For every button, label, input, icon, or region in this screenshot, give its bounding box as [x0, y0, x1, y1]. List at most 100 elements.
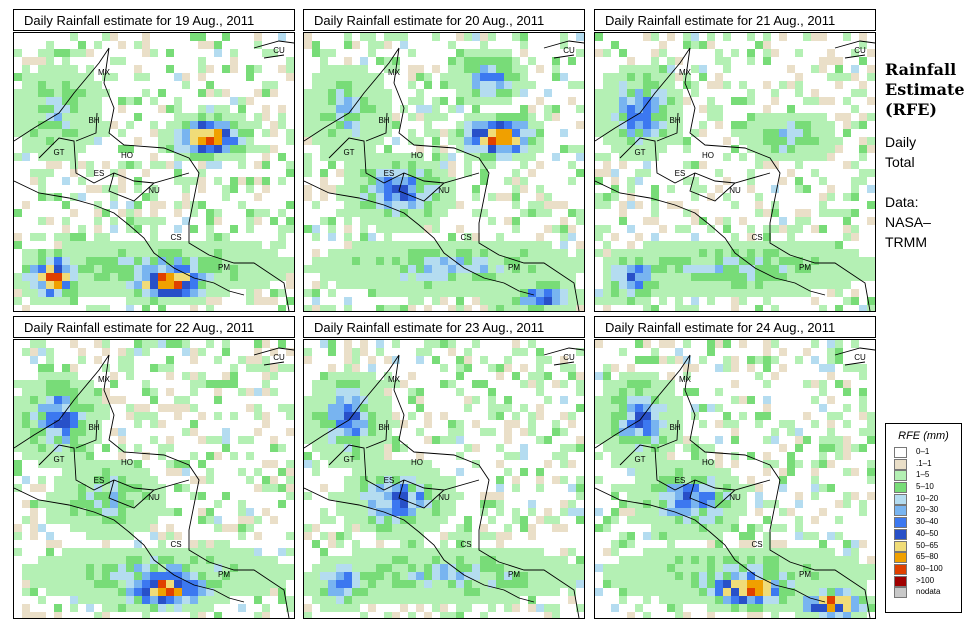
country-label: PM: [799, 570, 811, 579]
legend-item: 30–40: [894, 516, 961, 529]
cuba-coastline: [543, 40, 584, 59]
country-label: GT: [634, 455, 645, 464]
legend-item: 0–1: [894, 446, 961, 458]
country-label: GT: [343, 148, 354, 157]
legend-item: 50–65: [894, 540, 961, 552]
legend-swatch: [894, 482, 907, 494]
country-label: CU: [563, 46, 575, 55]
country-label: CS: [460, 233, 471, 242]
panel-title: Daily Rainfall estimate for 22 Aug., 201…: [13, 316, 295, 338]
country-label: PM: [508, 263, 520, 272]
legend-label: 30–40: [916, 517, 939, 527]
map-panel: Daily Rainfall estimate for 23 Aug., 201…: [303, 316, 585, 619]
legend-swatch: [894, 528, 907, 540]
legend-item: 10–20: [894, 493, 961, 505]
legend-item: 80–100: [894, 563, 961, 575]
country-label: HO: [121, 458, 133, 467]
country-label: ES: [94, 476, 105, 485]
country-borders: [304, 47, 580, 311]
country-label: HO: [411, 151, 423, 160]
country-label: PM: [218, 263, 230, 272]
legend-item: .1–1: [894, 458, 961, 470]
country-label: NU: [148, 186, 160, 195]
map-panel: Daily Rainfall estimate for 24 Aug., 201…: [594, 316, 876, 619]
legend-swatch: [894, 517, 907, 529]
map-panel: Daily Rainfall estimate for 21 Aug., 201…: [594, 9, 876, 312]
country-label: MX: [388, 68, 401, 77]
panel-title: Daily Rainfall estimate for 24 Aug., 201…: [594, 316, 876, 338]
country-borders: [304, 354, 580, 618]
rainfall-map: MX BH GT HO ES NU CS PM CU: [594, 339, 876, 619]
map-panel: Daily Rainfall estimate for 19 Aug., 201…: [13, 9, 295, 312]
legend-label: 80–100: [916, 563, 943, 573]
country-label: CU: [563, 353, 575, 362]
country-label: GT: [343, 455, 354, 464]
country-label: ES: [675, 476, 686, 485]
country-label: ES: [675, 169, 686, 178]
country-label: ES: [384, 476, 395, 485]
cuba-coastline: [834, 40, 875, 59]
source-line: Data:: [885, 194, 919, 210]
country-label: BH: [88, 116, 99, 125]
legend-label: 20–30: [916, 505, 939, 515]
map-panel: Daily Rainfall estimate for 22 Aug., 201…: [13, 316, 295, 619]
title-line: Rainfall: [885, 60, 957, 79]
country-label: BH: [378, 423, 389, 432]
country-label: CU: [854, 46, 866, 55]
legend-item: 1–5: [894, 469, 961, 482]
cuba-coastline: [834, 347, 875, 366]
legend-item: >100: [894, 575, 961, 587]
map-canvas: MX BH GT HO ES NU CS PM CU: [14, 340, 294, 618]
legend-item: 40–50: [894, 528, 961, 540]
country-label: GT: [53, 455, 64, 464]
rainfall-map: MX BH GT HO ES NU CS PM CU: [303, 339, 585, 619]
country-label: GT: [634, 148, 645, 157]
country-borders: [14, 354, 290, 618]
country-label: HO: [702, 151, 714, 160]
title-line: Estimate: [885, 80, 965, 99]
legend-title: RFE (mm): [898, 430, 949, 442]
panel-title: Daily Rainfall estimate for 21 Aug., 201…: [594, 9, 876, 31]
country-label: MX: [98, 68, 111, 77]
legend-item: nodata: [894, 586, 961, 599]
country-label: CU: [854, 353, 866, 362]
cuba-coastline: [543, 347, 584, 366]
legend-label: 1–5: [916, 470, 930, 480]
legend-swatch: [894, 505, 907, 517]
legend-item: 20–30: [894, 504, 961, 517]
rainfall-map: MX BH GT HO ES NU CS PM CU: [594, 32, 876, 312]
legend-label: 50–65: [916, 540, 939, 550]
rainfall-map: MX BH GT HO ES NU CS PM CU: [13, 32, 295, 312]
period-line: Daily: [885, 134, 917, 150]
country-label: BH: [669, 116, 680, 125]
source-line: NASA–: [885, 214, 931, 230]
panel-title: Daily Rainfall estimate for 20 Aug., 201…: [303, 9, 585, 31]
country-label: MX: [388, 375, 401, 384]
legend-label: 0–1: [916, 447, 930, 456]
period-label: Daily Total: [885, 132, 916, 172]
rainfall-legend: RFE (mm) 0–1 .1–1 1–5 5–10 10–20 20–30 30–40 40…: [885, 423, 962, 613]
legend-item: 5–10: [894, 481, 961, 494]
country-label: MX: [98, 375, 111, 384]
legend-swatch: [894, 493, 907, 505]
country-label: ES: [384, 169, 395, 178]
country-borders: [595, 354, 871, 618]
country-label: NU: [438, 493, 450, 502]
panel-title: Daily Rainfall estimate for 23 Aug., 201…: [303, 316, 585, 338]
country-label: CS: [751, 540, 762, 549]
country-label: MX: [679, 68, 692, 77]
legend-swatch: [894, 563, 907, 575]
country-label: NU: [729, 493, 741, 502]
legend-swatch: [894, 575, 907, 587]
country-label: NU: [438, 186, 450, 195]
country-label: CS: [170, 233, 181, 242]
country-label: HO: [702, 458, 714, 467]
legend-label: nodata: [916, 587, 941, 597]
map-canvas: MX BH GT HO ES NU CS PM CU: [14, 33, 294, 311]
map-canvas: MX BH GT HO ES NU CS PM CU: [595, 340, 875, 618]
country-borders: [14, 47, 290, 311]
title-line: (RFE): [885, 100, 937, 119]
country-label: HO: [411, 458, 423, 467]
legend-label: 65–80: [916, 552, 939, 562]
country-label: GT: [53, 148, 64, 157]
